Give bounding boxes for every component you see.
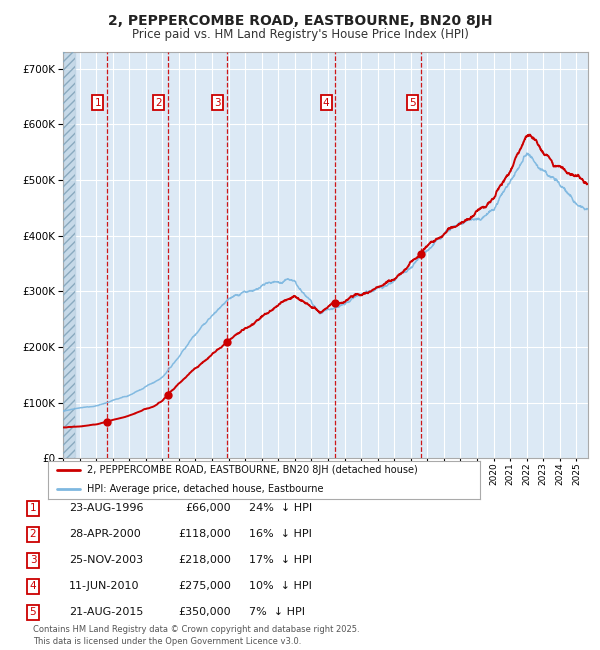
- Text: 4: 4: [29, 581, 37, 592]
- Text: HPI: Average price, detached house, Eastbourne: HPI: Average price, detached house, East…: [87, 484, 323, 494]
- Text: 2: 2: [155, 98, 162, 108]
- Text: 7%  ↓ HPI: 7% ↓ HPI: [249, 607, 305, 618]
- Text: 16%  ↓ HPI: 16% ↓ HPI: [249, 529, 312, 539]
- Text: 2, PEPPERCOMBE ROAD, EASTBOURNE, BN20 8JH: 2, PEPPERCOMBE ROAD, EASTBOURNE, BN20 8J…: [108, 14, 492, 29]
- Text: 3: 3: [29, 555, 37, 566]
- Text: 17%  ↓ HPI: 17% ↓ HPI: [249, 555, 312, 566]
- Text: £118,000: £118,000: [178, 529, 231, 539]
- Text: £66,000: £66,000: [185, 503, 231, 514]
- Text: 5: 5: [29, 607, 37, 618]
- Text: 25-NOV-2003: 25-NOV-2003: [69, 555, 143, 566]
- Text: Price paid vs. HM Land Registry's House Price Index (HPI): Price paid vs. HM Land Registry's House …: [131, 28, 469, 41]
- Text: 24%  ↓ HPI: 24% ↓ HPI: [249, 503, 312, 514]
- Text: 21-AUG-2015: 21-AUG-2015: [69, 607, 143, 618]
- Text: £350,000: £350,000: [178, 607, 231, 618]
- Text: 2, PEPPERCOMBE ROAD, EASTBOURNE, BN20 8JH (detached house): 2, PEPPERCOMBE ROAD, EASTBOURNE, BN20 8J…: [87, 465, 418, 475]
- Text: 1: 1: [29, 503, 37, 514]
- Text: 2: 2: [29, 529, 37, 539]
- Text: Contains HM Land Registry data © Crown copyright and database right 2025.
This d: Contains HM Land Registry data © Crown c…: [33, 625, 359, 646]
- Text: 23-AUG-1996: 23-AUG-1996: [69, 503, 143, 514]
- Text: 10%  ↓ HPI: 10% ↓ HPI: [249, 581, 312, 592]
- Text: 5: 5: [409, 98, 416, 108]
- Text: 3: 3: [215, 98, 221, 108]
- Bar: [63, 52, 76, 458]
- Text: £218,000: £218,000: [178, 555, 231, 566]
- Text: 28-APR-2000: 28-APR-2000: [69, 529, 141, 539]
- Text: 1: 1: [94, 98, 101, 108]
- Text: £275,000: £275,000: [178, 581, 231, 592]
- Text: 4: 4: [323, 98, 329, 108]
- Text: 11-JUN-2010: 11-JUN-2010: [69, 581, 139, 592]
